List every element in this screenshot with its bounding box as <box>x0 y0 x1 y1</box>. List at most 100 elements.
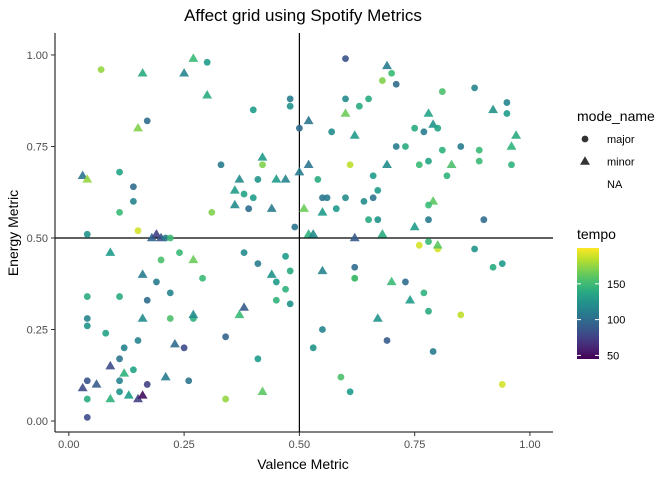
data-point-major <box>286 267 294 275</box>
data-point-major <box>120 344 128 352</box>
data-point-minor <box>123 390 134 399</box>
data-point-major <box>116 168 123 176</box>
data-point-minor <box>488 104 498 114</box>
data-point-major <box>83 315 91 322</box>
data-point-major <box>346 161 354 169</box>
data-point-major <box>355 102 363 110</box>
data-point-major <box>319 326 326 333</box>
data-point-major <box>286 300 294 308</box>
data-point-major <box>342 55 349 63</box>
data-point-minor <box>303 115 314 125</box>
y-axis-title: Energy Metric <box>5 190 21 276</box>
y-tick-label: 0.75 <box>27 141 48 153</box>
data-point-major <box>249 194 257 202</box>
data-point-major <box>143 296 151 304</box>
data-point-major <box>411 124 419 132</box>
data-point-major <box>503 110 511 117</box>
data-point-minor <box>137 390 148 399</box>
data-point-major <box>392 143 400 150</box>
data-point-minor <box>340 108 351 117</box>
plot-area: 0.00 0.25 0.50 0.75 1.00 0.00 0.25 0.50 0.75 1.00 <box>27 33 553 451</box>
data-point-major <box>83 377 91 385</box>
data-point-major <box>365 216 372 224</box>
data-point-minor <box>188 53 199 62</box>
data-point-minor <box>511 130 522 139</box>
data-point-major <box>425 238 432 246</box>
data-point-major <box>83 230 91 238</box>
data-point-major <box>309 344 317 352</box>
data-point-major <box>217 161 225 169</box>
data-point-minor <box>188 309 199 319</box>
data-point-major <box>180 344 188 352</box>
chart-title: Affect grid using Spotify Metrics <box>184 6 422 25</box>
data-point-major <box>176 249 183 257</box>
data-point-major <box>166 289 174 297</box>
data-point-major <box>420 128 428 136</box>
data-point-major <box>97 66 105 74</box>
data-point-major <box>199 274 206 282</box>
data-point-major <box>425 201 432 209</box>
y-tick-label: 0.25 <box>27 325 48 337</box>
data-point-major <box>129 366 137 374</box>
data-point-major <box>134 337 142 344</box>
data-point-major <box>83 322 91 330</box>
color-legend-title: tempo <box>577 226 616 242</box>
data-point-major <box>351 274 359 282</box>
data-point-minor <box>91 379 102 388</box>
data-point-major <box>425 216 432 224</box>
data-point-major <box>374 216 382 224</box>
data-point-minor <box>506 141 517 150</box>
x-tick-label: 1.00 <box>519 439 540 451</box>
data-point-major <box>134 227 142 235</box>
data-point-major <box>508 161 515 169</box>
data-point-major <box>475 157 483 165</box>
data-point-major <box>498 260 506 268</box>
data-point-minor <box>234 309 245 319</box>
data-point-major <box>443 172 451 180</box>
data-point-major <box>429 348 437 355</box>
data-point-minor <box>133 122 143 132</box>
data-point-major <box>457 311 465 319</box>
color-legend: tempo 50 100 150 <box>577 226 625 362</box>
data-point-minor <box>266 269 277 278</box>
data-point-major <box>475 146 483 154</box>
data-point-minor <box>257 386 268 395</box>
data-point-major <box>282 252 289 260</box>
data-point-major <box>402 278 409 286</box>
data-point-major <box>480 216 488 224</box>
data-point-major <box>420 289 428 297</box>
data-point-major <box>503 99 511 106</box>
data-point-major <box>249 106 257 114</box>
data-point-minor <box>317 207 328 216</box>
data-point-major <box>143 117 151 125</box>
data-point-major <box>332 205 340 213</box>
data-point-major <box>116 388 123 396</box>
data-point-major <box>392 80 400 88</box>
data-point-minor <box>386 276 397 286</box>
data-point-major <box>378 77 386 84</box>
data-point-major <box>286 102 294 110</box>
data-point-minor <box>271 174 282 183</box>
colorbar-tick-label: 50 <box>607 350 619 362</box>
axes: 0.00 0.25 0.50 0.75 1.00 0.00 0.25 0.50 0.75 1.00 <box>27 33 553 451</box>
data-point-minor <box>432 240 443 249</box>
data-point-minor <box>160 371 171 381</box>
data-point-minor <box>382 60 392 70</box>
data-point-minor <box>169 338 180 348</box>
tempo-colorbar <box>577 248 599 359</box>
data-point-major <box>383 337 391 344</box>
y-tick-label: 0.50 <box>27 233 48 245</box>
data-point-minor <box>77 382 88 392</box>
data-point-minor <box>229 199 240 209</box>
data-point-major <box>166 234 174 242</box>
data-point-major <box>337 373 345 381</box>
data-point-minor <box>202 90 213 99</box>
data-point-minor <box>349 130 360 139</box>
data-point-major <box>425 307 432 315</box>
x-tick-label: 0.75 <box>404 439 425 451</box>
data-point-minor <box>234 174 245 183</box>
legend-circle-key <box>581 135 589 143</box>
x-tick-label: 0.50 <box>289 439 310 451</box>
reference-lines <box>55 33 553 432</box>
